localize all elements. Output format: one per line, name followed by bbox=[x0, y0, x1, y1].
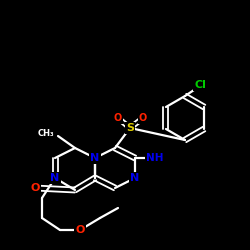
Text: N: N bbox=[130, 173, 140, 183]
Text: N: N bbox=[90, 153, 100, 163]
Text: NH: NH bbox=[146, 153, 164, 163]
Text: O: O bbox=[114, 113, 122, 123]
Text: S: S bbox=[126, 123, 134, 133]
Text: O: O bbox=[75, 225, 85, 235]
Text: N: N bbox=[50, 173, 60, 183]
Text: O: O bbox=[139, 113, 147, 123]
Text: CH₃: CH₃ bbox=[38, 130, 54, 138]
Text: O: O bbox=[30, 183, 40, 193]
Text: Cl: Cl bbox=[194, 80, 206, 90]
